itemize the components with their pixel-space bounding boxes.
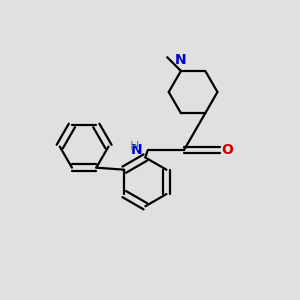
Text: H: H	[130, 140, 139, 153]
Text: N: N	[175, 53, 187, 68]
Text: N: N	[131, 143, 142, 157]
Text: O: O	[221, 143, 233, 157]
